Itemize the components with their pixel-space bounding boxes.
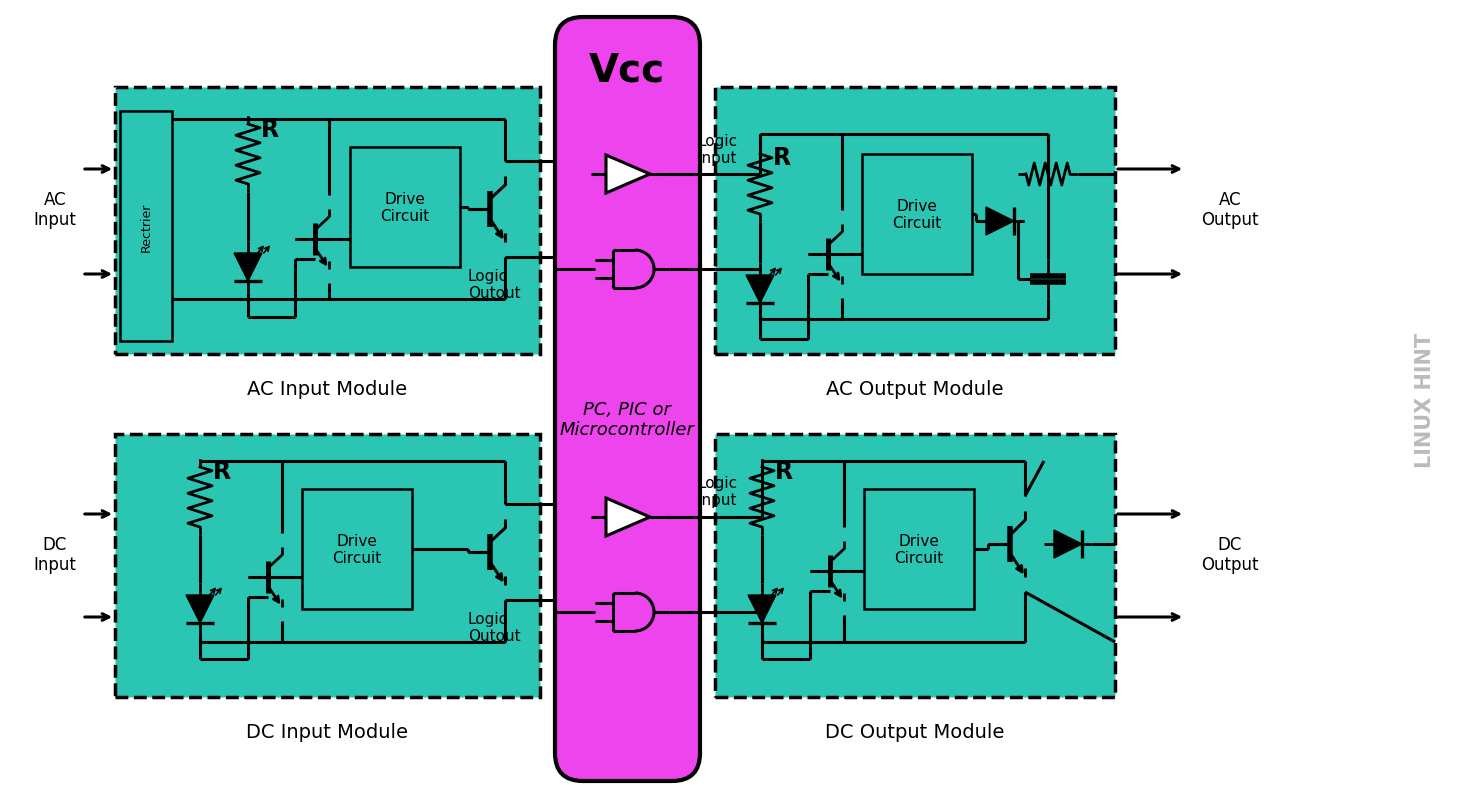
Polygon shape [606, 498, 650, 537]
Text: Drive
Circuit: Drive Circuit [381, 192, 429, 224]
Text: R: R [775, 460, 792, 484]
Bar [714, 435, 1116, 697]
Bar [115, 88, 539, 354]
Bar [301, 489, 412, 610]
Bar [350, 148, 460, 268]
Text: DC
Output: DC Output [1201, 535, 1258, 573]
Text: Rectrier: Rectrier [140, 202, 153, 251]
Polygon shape [986, 208, 1014, 236]
Bar [714, 88, 1116, 354]
Text: PC, PIC or
Microcontroller: PC, PIC or Microcontroller [560, 400, 694, 439]
Text: R: R [213, 460, 231, 484]
Bar [121, 111, 172, 342]
Text: R: R [262, 118, 279, 142]
Bar [115, 435, 539, 697]
Polygon shape [606, 156, 650, 194]
Text: AC Input Module: AC Input Module [247, 380, 407, 399]
Polygon shape [234, 253, 262, 282]
Text: AC
Input: AC Input [34, 190, 76, 229]
Text: DC Output Module: DC Output Module [825, 723, 1004, 742]
Polygon shape [1054, 530, 1082, 558]
Text: R: R [773, 146, 791, 170]
Text: Vcc: Vcc [589, 51, 664, 89]
Polygon shape [748, 595, 776, 623]
Text: DC
Input: DC Input [34, 535, 76, 573]
Text: AC
Output: AC Output [1201, 190, 1258, 229]
Bar [861, 155, 972, 274]
Text: Logic
Input: Logic Input [698, 134, 738, 166]
FancyBboxPatch shape [556, 18, 700, 781]
Text: AC Output Module: AC Output Module [826, 380, 1004, 399]
Polygon shape [745, 276, 775, 304]
Text: DC Input Module: DC Input Module [245, 723, 409, 742]
Polygon shape [187, 595, 215, 623]
Text: Drive
Circuit: Drive Circuit [894, 533, 944, 565]
Text: Logic
Outout: Logic Outout [467, 269, 520, 301]
Bar [864, 489, 975, 610]
Text: Drive
Circuit: Drive Circuit [332, 533, 382, 565]
Text: Logic
Input: Logic Input [698, 476, 738, 508]
Text: Logic
Outout: Logic Outout [467, 611, 520, 643]
Text: Drive
Circuit: Drive Circuit [892, 199, 942, 231]
Text: LINUX HINT: LINUX HINT [1416, 332, 1435, 467]
